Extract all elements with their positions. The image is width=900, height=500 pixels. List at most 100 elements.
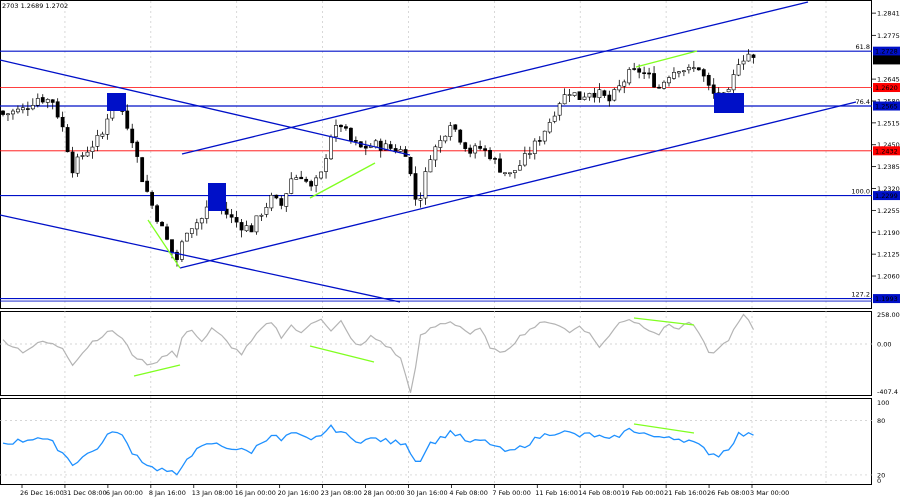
candle-body xyxy=(493,158,497,160)
candle-body xyxy=(662,81,666,89)
candle-body xyxy=(130,128,135,144)
price-axis-label: 1.2450 xyxy=(877,141,900,149)
candle-body xyxy=(637,68,642,73)
candle-body xyxy=(423,171,428,199)
price-axis-label: 1.2775 xyxy=(877,32,900,40)
blue-marker-box xyxy=(714,93,744,113)
divergence-line xyxy=(309,345,375,363)
candle-body xyxy=(478,146,483,149)
candle-body xyxy=(751,54,756,58)
divergence-line xyxy=(633,317,695,326)
candle-body xyxy=(453,124,458,130)
candle-body xyxy=(547,122,552,133)
fib-level-label: 127.2 xyxy=(851,291,870,299)
candle-body xyxy=(155,205,159,222)
rsi-panel-frame xyxy=(0,398,872,485)
candle-body xyxy=(1,110,5,115)
candle-body xyxy=(50,99,55,103)
time-axis-label: 4 Feb 08:00 xyxy=(449,489,488,497)
candle-body xyxy=(60,116,65,128)
candle-body xyxy=(696,67,701,71)
candle-body xyxy=(180,241,184,260)
candle-body xyxy=(691,67,696,69)
candle-body xyxy=(542,130,547,142)
rsi-axis-label: 20 xyxy=(877,471,885,479)
candle-body xyxy=(170,239,174,253)
candle-body xyxy=(731,74,736,91)
candle-body xyxy=(194,222,199,230)
candle-body xyxy=(189,228,194,234)
candle-body xyxy=(657,86,661,89)
candle-body xyxy=(458,129,463,143)
candle-body xyxy=(562,94,567,105)
candle-body xyxy=(681,70,686,73)
candle-body xyxy=(686,66,691,71)
candle-body xyxy=(309,181,314,187)
main-panel-frame xyxy=(0,0,872,309)
candle-body xyxy=(622,81,627,87)
time-axis-label: 14 Feb 08:00 xyxy=(578,489,621,497)
candle-body xyxy=(632,68,637,70)
candle-body xyxy=(184,232,189,242)
candle-body xyxy=(70,151,75,174)
candle-body xyxy=(95,135,100,147)
candle-body xyxy=(105,118,110,135)
candle-body xyxy=(567,94,572,96)
candle-body xyxy=(334,125,338,137)
fib-level-label: 76.4 xyxy=(856,98,870,106)
price-tag-bg xyxy=(873,101,900,111)
candle-body xyxy=(433,146,438,161)
oscillator-axis-label: -407.4 xyxy=(877,388,898,396)
candle-body xyxy=(6,113,10,116)
candle-body xyxy=(522,153,527,166)
price-axis-label: 1.2515 xyxy=(877,119,900,127)
divergence-line xyxy=(147,219,181,269)
price-tag-label: 1.1993 xyxy=(875,295,898,303)
time-axis-label: 7 Feb 00:00 xyxy=(492,489,531,497)
price-tag-label: 1.2620 xyxy=(875,84,898,92)
price-axis-label: 1.2320 xyxy=(877,185,900,193)
candle-body xyxy=(239,222,244,231)
price-tag-label: 1.2728 xyxy=(875,48,898,56)
time-axis-label: 8 Jan 16:00 xyxy=(149,489,186,497)
candle-body xyxy=(527,153,532,155)
candles-group xyxy=(1,49,756,267)
candle-body xyxy=(90,146,95,152)
rsi-axis-label: 0 xyxy=(877,477,881,485)
candle-body xyxy=(165,226,169,240)
candle-body xyxy=(284,193,289,207)
candle-body xyxy=(224,208,229,215)
candle-body xyxy=(85,151,90,157)
price-axis-label: 1.2190 xyxy=(877,229,900,237)
candle-body xyxy=(259,214,264,217)
divergence-line xyxy=(635,50,698,68)
candle-body xyxy=(348,127,353,142)
divergence-line xyxy=(309,162,376,199)
candle-body xyxy=(100,133,105,137)
time-axis-label: 21 Feb 16:00 xyxy=(664,489,707,497)
price-axis-label: 1.2645 xyxy=(877,76,900,84)
candle-body xyxy=(483,148,487,151)
candle-body xyxy=(746,53,751,62)
candle-body xyxy=(279,198,284,206)
candle-body xyxy=(577,91,582,100)
candle-body xyxy=(448,125,453,137)
candle-body xyxy=(552,115,557,122)
candle-body xyxy=(587,93,592,98)
candle-body xyxy=(726,89,731,93)
candle-body xyxy=(463,142,468,149)
candle-body xyxy=(353,140,358,142)
candle-body xyxy=(80,155,85,157)
candle-body xyxy=(627,69,632,84)
candle-body xyxy=(741,60,746,65)
oscillator-axis-label: 0.00 xyxy=(877,340,891,348)
candle-body xyxy=(677,71,681,74)
candle-body xyxy=(607,94,612,102)
candle-body xyxy=(443,135,448,142)
candle-body xyxy=(264,206,269,215)
blue-marker-box xyxy=(107,93,126,111)
candle-body xyxy=(299,176,304,180)
candle-body xyxy=(363,145,368,149)
candle-body xyxy=(373,140,378,147)
